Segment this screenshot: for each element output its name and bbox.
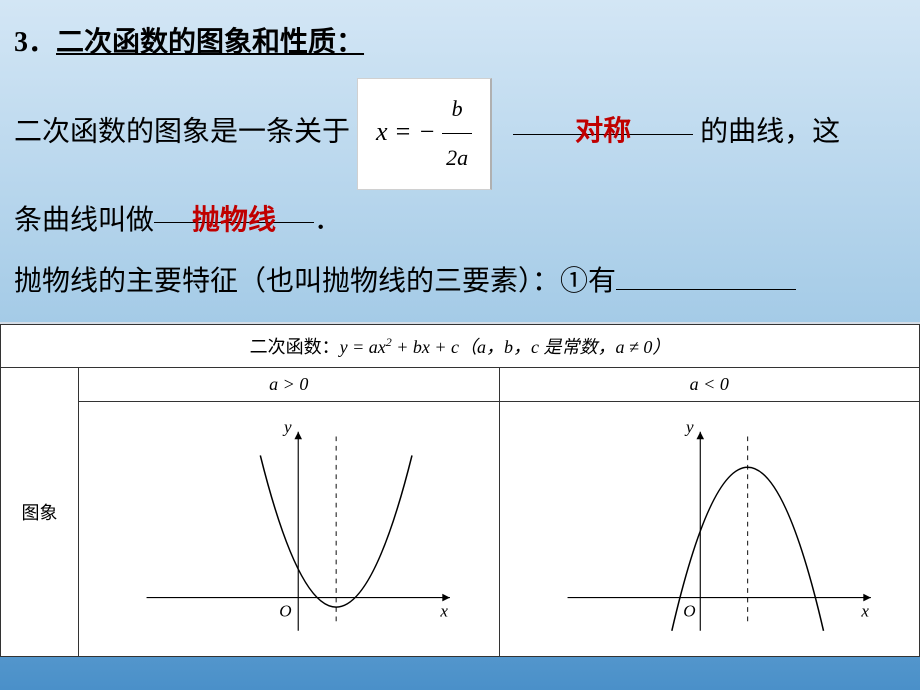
answer-parabola: 抛物线: [192, 205, 276, 236]
formula-box: x = − b 2a: [357, 78, 492, 190]
parabola-up-svg: y x O: [83, 408, 495, 645]
title-row: 3． 二次函数的图象和性质：: [14, 20, 906, 60]
table-caption: 二次函数：y = ax2 + bx + c（a，b，c 是常数，a ≠ 0）: [0, 324, 920, 367]
row-label: 图象: [1, 368, 79, 657]
line2-pre: 条曲线叫做: [14, 205, 154, 236]
parabola-down-svg: y x O: [504, 408, 916, 645]
section-number: 3．: [14, 20, 56, 60]
blank-parabola: 抛物线: [154, 190, 314, 224]
frac-den: 2a: [442, 134, 472, 182]
slide-root: 3． 二次函数的图象和性质： 二次函数的图象是一条关于 x = − b 2a 对…: [0, 0, 920, 690]
caption-pre: 二次函数：: [250, 337, 340, 357]
graph-up-cell: y x O: [79, 402, 500, 657]
header-row: 图象 a > 0 a < 0: [1, 368, 920, 402]
blank-symmetry: 对称: [513, 101, 693, 135]
frac-num: b: [442, 85, 472, 134]
y-label-2: y: [684, 418, 694, 437]
graph-down-cell: y x O: [499, 402, 920, 657]
y-label: y: [282, 418, 292, 437]
graph-row: y x O y x O: [1, 402, 920, 657]
fraction: b 2a: [442, 85, 472, 183]
table-wrapper: 二次函数：y = ax2 + bx + c（a，b，c 是常数，a ≠ 0） 图…: [0, 322, 920, 657]
blank-feature1: [616, 257, 796, 291]
x-label-2: x: [860, 602, 869, 621]
answer-symmetry: 对称: [575, 116, 631, 147]
line3-text: 抛物线的主要特征（也叫抛物线的三要素）：①有: [14, 266, 616, 297]
origin-label: O: [279, 602, 291, 621]
caption-expr: y = ax: [340, 337, 386, 357]
col-a-positive: a > 0: [79, 368, 500, 402]
x-label: x: [439, 602, 448, 621]
line2-post: ．: [314, 205, 342, 236]
col-a-negative: a < 0: [499, 368, 920, 402]
formula-lhs: x = −: [376, 117, 436, 146]
origin-label-2: O: [683, 602, 695, 621]
section-title: 二次函数的图象和性质：: [56, 20, 364, 60]
caption-mid: + bx + c（a，b，c 是常数，a ≠ 0）: [392, 337, 671, 357]
line1-post: 的曲线，这: [700, 116, 840, 147]
line1-pre: 二次函数的图象是一条关于: [14, 116, 350, 147]
quadratic-table: 图象 a > 0 a < 0 y x O: [0, 367, 920, 657]
